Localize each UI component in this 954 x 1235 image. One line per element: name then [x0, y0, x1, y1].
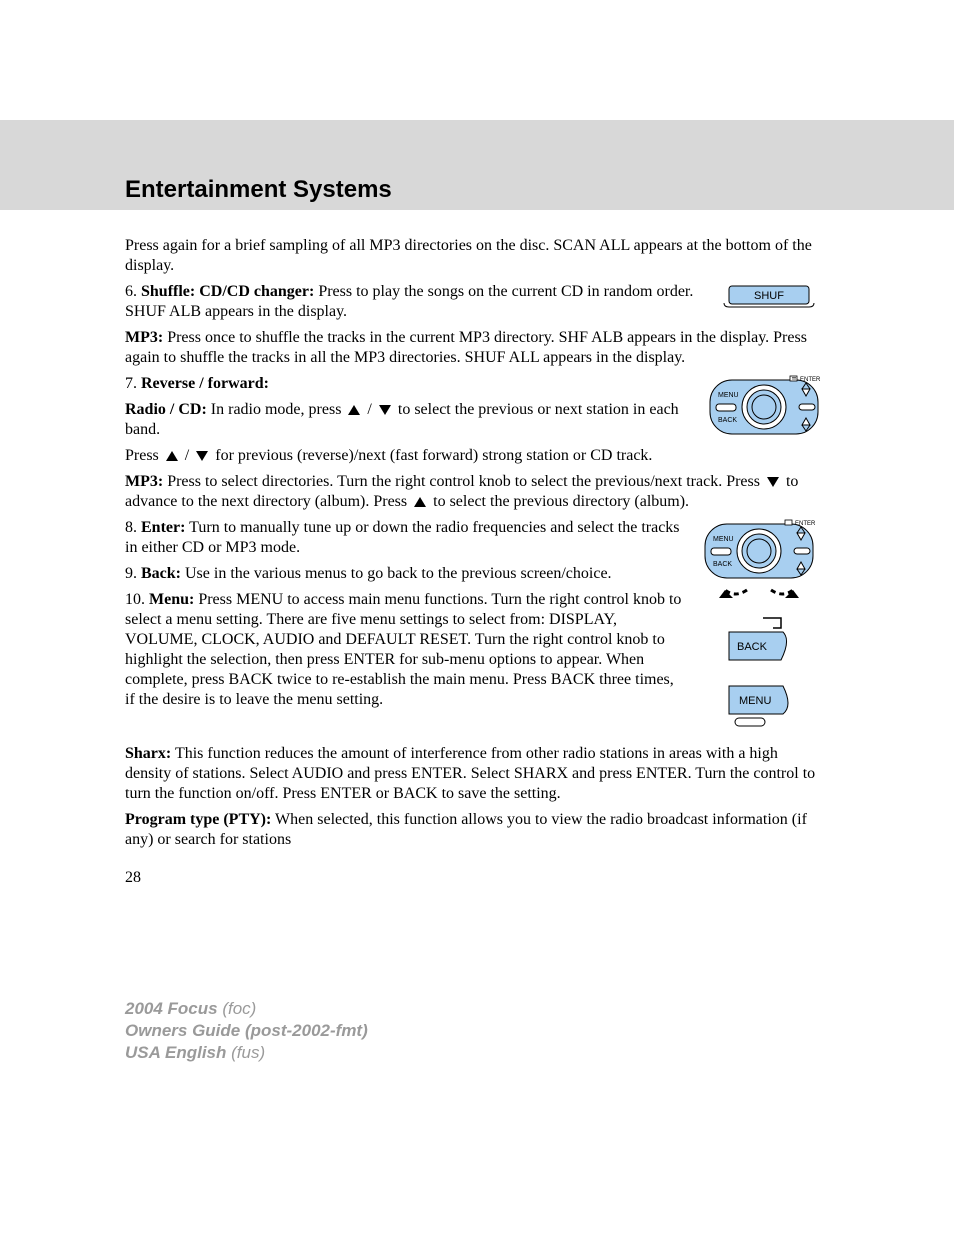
shuf-label: SHUF [754, 290, 784, 302]
menu-button-figure: MENU [719, 676, 799, 732]
svg-text:ENTER: ENTER [795, 521, 816, 527]
intro-paragraph: Press again for a brief sampling of all … [125, 236, 824, 276]
svg-text:BACK: BACK [718, 417, 737, 424]
down-arrow-icon [195, 450, 209, 462]
shuf-button-figure: SHUF [714, 282, 824, 318]
dial-figure-1: ENTER MENU BACK [704, 374, 824, 446]
pty-paragraph: Program type (PTY): When selected, this … [125, 810, 824, 850]
up-arrow-icon [165, 450, 179, 462]
figure-stack: ENTER MENU BACK BACK [694, 518, 824, 738]
section-title: Entertainment Systems [125, 173, 824, 204]
sharx-paragraph: Sharx: This function reduces the amount … [125, 744, 824, 804]
dial-figure-2: ENTER MENU BACK [699, 518, 819, 608]
up-arrow-icon [413, 496, 427, 508]
svg-text:BACK: BACK [737, 641, 768, 653]
svg-text:MENU: MENU [713, 536, 734, 543]
down-arrow-icon [378, 404, 392, 416]
svg-text:MENU: MENU [718, 392, 739, 399]
back-button-figure: BACK [719, 614, 799, 670]
item-6-mp3: MP3: Press once to shuffle the tracks in… [125, 328, 824, 368]
svg-text:MENU: MENU [739, 695, 771, 707]
footer-block: 2004 Focus (foc) Owners Guide (post-2002… [125, 998, 824, 1064]
svg-text:ENTER: ENTER [800, 377, 821, 383]
up-arrow-icon [347, 404, 361, 416]
svg-text:BACK: BACK [713, 561, 732, 568]
item-7-press: Press / for previous (reverse)/next (fas… [125, 446, 824, 466]
down-arrow-icon [766, 476, 780, 488]
item-7-mp3: MP3: Press to select directories. Turn t… [125, 472, 824, 512]
page-number: 28 [125, 868, 824, 888]
